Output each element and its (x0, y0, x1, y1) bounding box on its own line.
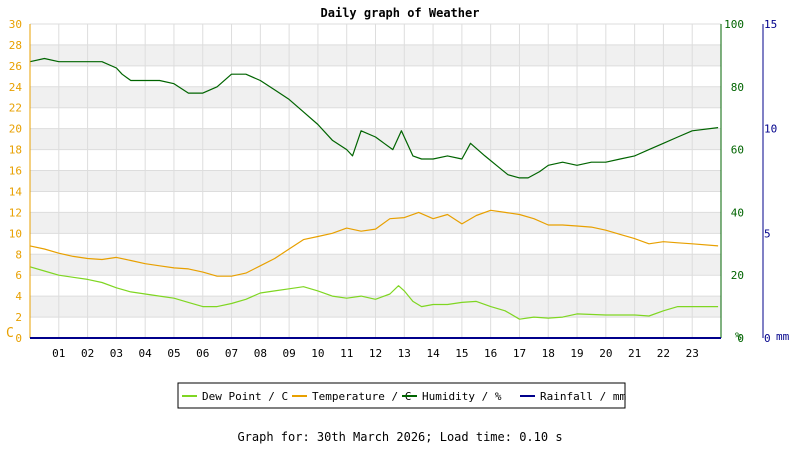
left-tick-label: 10 (9, 227, 22, 240)
left-tick-label: 2 (15, 311, 22, 324)
x-tick-label: 16 (484, 347, 497, 360)
x-tick-label: 05 (167, 347, 180, 360)
x-tick-label: 02 (81, 347, 94, 360)
x-tick-label: 18 (542, 347, 555, 360)
x-axis-tick-labels: 01 02 03 04 05 06 07 08 09 10 11 12 13 14 15 16 17 18 19 20… (52, 347, 699, 360)
left-tick-label: 20 (9, 123, 22, 136)
left-tick-label: 12 (9, 206, 22, 219)
series-line-humidity (29, 57, 719, 179)
legend-label: Temperature / C (312, 390, 411, 403)
legend: Dew Point / C Temperature / C Humidity / %… (177, 382, 626, 409)
humidity-tick-label: 0 (737, 332, 744, 345)
legend-box (177, 382, 626, 409)
left-tick-label: 30 (9, 18, 22, 31)
rainfall-tick-label: 5 (764, 227, 771, 240)
left-tick-label: 6 (15, 269, 22, 282)
left-tick-label: 18 (9, 144, 22, 157)
left-tick-label: 22 (9, 102, 22, 115)
legend-label: Humidity / % (422, 390, 502, 403)
x-tick-label: 01 (52, 347, 65, 360)
chart-title: Daily graph of Weather (321, 6, 480, 20)
rainfall-tick-label: 0 (764, 332, 771, 345)
left-tick-label: 16 (9, 165, 22, 178)
x-tick-label: 23 (686, 347, 699, 360)
left-tick-label: 24 (9, 81, 23, 94)
x-tick-label: 22 (657, 347, 670, 360)
humidity-tick-label: 20 (731, 269, 744, 282)
x-tick-label: 10 (311, 347, 324, 360)
rainfall-tick-label: 10 (764, 123, 777, 136)
left-tick-label: 4 (15, 290, 22, 303)
x-tick-label: 03 (110, 347, 123, 360)
humidity-axis-unit: % (735, 330, 742, 343)
series-line-left (29, 266, 719, 320)
footer-text: Graph for: 30th March 2026; Load time: 0… (237, 430, 563, 444)
humidity-tick-label: 40 (731, 206, 744, 219)
x-tick-label: 06 (196, 347, 209, 360)
grid-lines (30, 23, 721, 339)
legend-label: Dew Point / C (202, 390, 288, 403)
humidity-tick-label: 60 (731, 144, 744, 157)
rainfall-axis-tick-labels: 0 5 10 15 (764, 18, 777, 345)
left-axis-unit: C (6, 326, 14, 341)
axes (29, 24, 764, 339)
humidity-tick-label: 100 (724, 18, 744, 31)
rainfall-axis-unit: mm (776, 330, 790, 343)
left-tick-label: 26 (9, 60, 22, 73)
left-tick-label: 28 (9, 39, 22, 52)
x-tick-label: 08 (254, 347, 267, 360)
left-tick-label: 8 (15, 248, 22, 261)
series-line-left (29, 209, 719, 277)
rainfall-tick-label: 15 (764, 18, 777, 31)
x-tick-label: 20 (599, 347, 612, 360)
x-tick-label: 19 (570, 347, 583, 360)
x-tick-label: 13 (398, 347, 411, 360)
x-tick-label: 04 (139, 347, 153, 360)
x-tick-label: 09 (283, 347, 296, 360)
humidity-tick-label: 80 (731, 81, 744, 94)
humidity-axis-tick-labels: 0 20 40 60 80 100 (724, 18, 744, 345)
left-tick-label: 14 (9, 185, 23, 198)
x-tick-label: 11 (340, 347, 353, 360)
x-tick-label: 12 (369, 347, 382, 360)
x-tick-label: 17 (513, 347, 526, 360)
x-tick-label: 07 (225, 347, 238, 360)
x-tick-label: 21 (628, 347, 641, 360)
x-tick-label: 15 (455, 347, 468, 360)
legend-label: Rainfall / mm (540, 390, 626, 403)
x-tick-label: 14 (426, 347, 440, 360)
left-tick-label: 0 (15, 332, 22, 345)
